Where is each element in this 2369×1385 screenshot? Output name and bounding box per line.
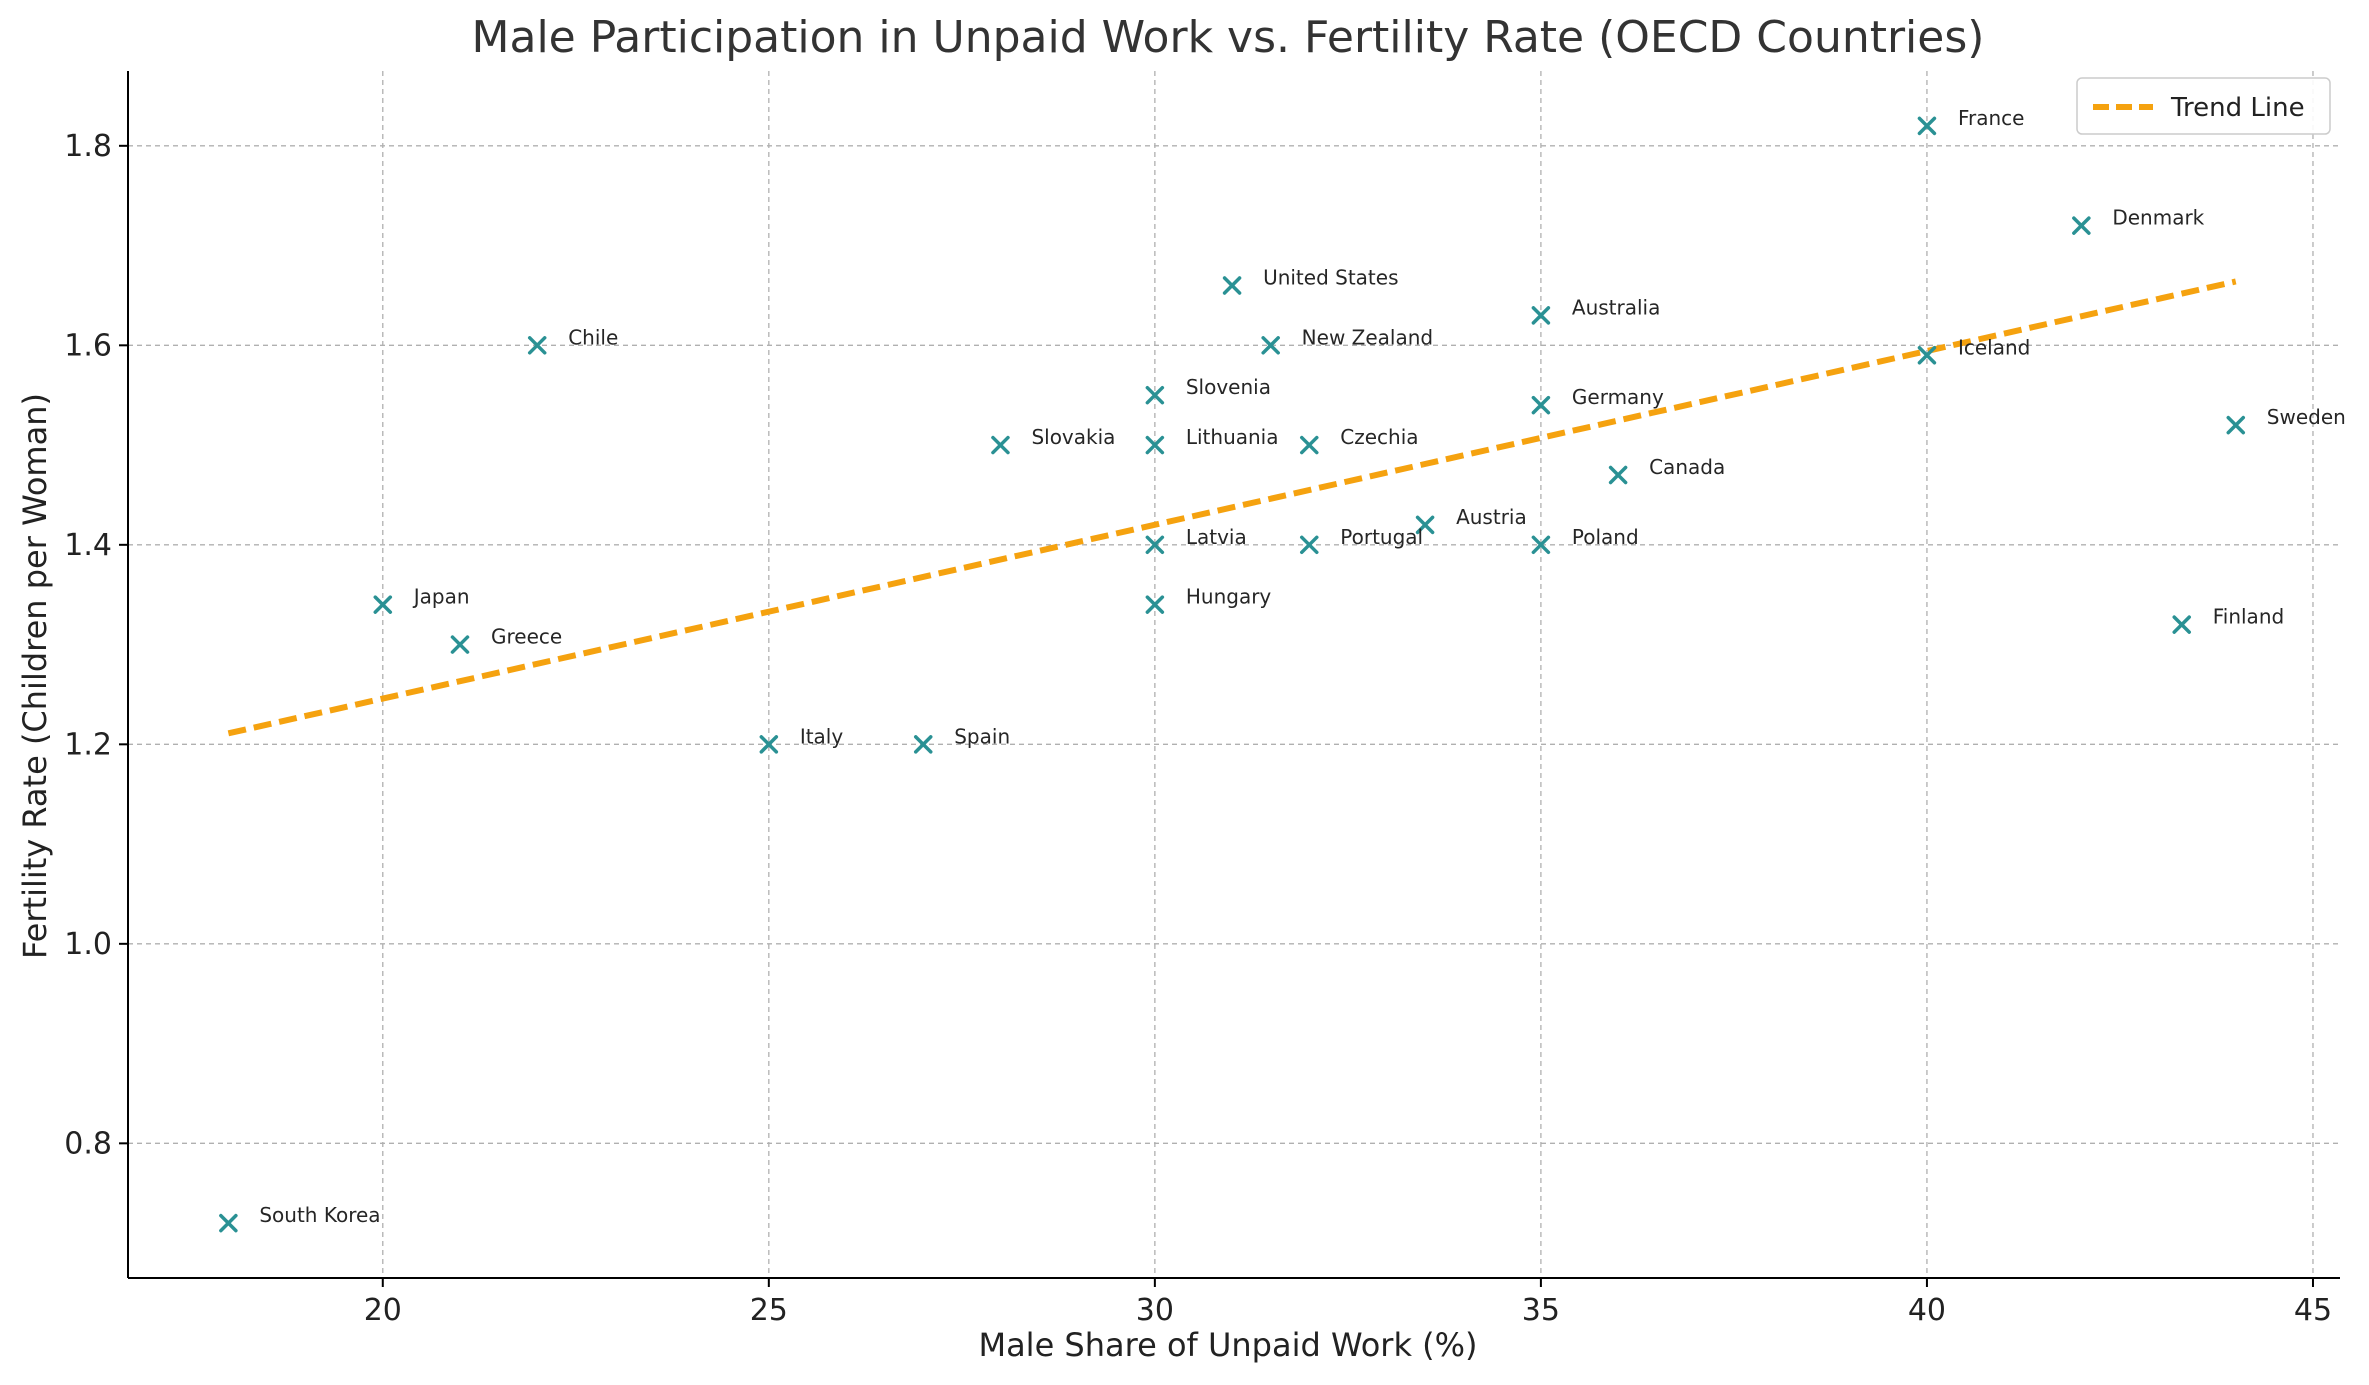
y-tick-label: 1.8: [64, 129, 112, 164]
trend-line-layer: [227, 278, 2237, 737]
y-tick-label: 1.0: [64, 927, 112, 962]
data-point-label: South Korea: [259, 1203, 380, 1227]
data-point-label: Australia: [1572, 295, 1660, 319]
data-point-marker: [991, 435, 1010, 455]
data-point-label: Spain: [954, 724, 1010, 748]
data-point-label: Germany: [1572, 385, 1664, 409]
data-point-label: Chile: [568, 325, 618, 349]
data-point-label: Hungary: [1186, 585, 1272, 609]
data-point-label: Slovakia: [1031, 425, 1115, 449]
data-point-label: France: [1958, 106, 2025, 130]
data-point-label: Greece: [491, 625, 562, 649]
data-point-marker: [1300, 535, 1319, 555]
data-point-marker: [373, 595, 393, 614]
data-point-marker: [219, 1213, 238, 1233]
x-tick-label: 20: [364, 1293, 402, 1328]
x-tick-label: 40: [1908, 1293, 1946, 1328]
data-point-marker: [2072, 216, 2091, 235]
data-point-marker: [1531, 535, 1551, 555]
data-point-label: Austria: [1456, 505, 1527, 529]
x-tick-label: 30: [1136, 1293, 1174, 1328]
data-point-marker: [1608, 465, 1628, 485]
tick-labels: 20 25 30 35 40 45 0.8 1.0 1.2 1.4 1.6 1.8: [64, 129, 2332, 1328]
data-point-marker: [1415, 515, 1435, 535]
data-point-label: Lithuania: [1186, 425, 1279, 449]
data-point-label: Iceland: [1958, 335, 2030, 359]
trend-line: [227, 278, 2237, 737]
data-point-marker: [1917, 346, 1937, 365]
y-tick-label: 1.6: [64, 328, 112, 363]
data-point-labels: South Korea Japan Greece Chile Italy Spain Slo…: [259, 106, 2345, 1227]
y-tick-label: 1.4: [64, 528, 112, 563]
data-point-marker: [759, 735, 779, 754]
data-point-marker: [1145, 385, 1165, 405]
data-points: [219, 116, 2246, 1233]
data-point-label: Poland: [1572, 525, 1639, 549]
data-point-marker: [1145, 595, 1165, 614]
legend-box: [2076, 77, 2331, 135]
chart-title: Male Participation in Unpaid Work vs. Fe…: [472, 12, 1985, 63]
data-point-label: United States: [1263, 265, 1398, 289]
data-point-label: Czechia: [1340, 425, 1418, 449]
x-axis-title: Male Share of Unpaid Work (%): [978, 1326, 1477, 1364]
data-point-marker: [1145, 435, 1165, 455]
data-point-label: Sweden: [2267, 405, 2346, 429]
data-point-marker: [1222, 276, 1242, 295]
data-point-marker: [2172, 615, 2191, 634]
data-point-marker: [1917, 116, 1937, 136]
data-point-marker: [2226, 415, 2246, 435]
data-point-label: Japan: [412, 585, 470, 609]
data-point-label: Slovenia: [1186, 375, 1271, 399]
data-point-marker: [1531, 306, 1551, 325]
y-tick-label: 1.2: [64, 727, 112, 762]
legend: Trend Line: [2076, 77, 2331, 135]
y-axis-title: Fertility Rate (Children per Woman): [16, 393, 54, 959]
data-point-label: Denmark: [2112, 206, 2204, 230]
data-point-label: Canada: [1649, 455, 1725, 479]
data-point-marker: [913, 735, 933, 754]
data-point-label: New Zealand: [1302, 325, 1433, 349]
axes: [119, 71, 2340, 1287]
legend-trend-line-label: Trend Line: [2170, 93, 2305, 123]
data-point-label: Portugal: [1340, 525, 1423, 549]
x-tick-label: 45: [2294, 1293, 2332, 1328]
x-tick-label: 25: [750, 1293, 788, 1328]
y-tick-label: 0.8: [64, 1126, 112, 1161]
gridlines: [128, 71, 2340, 1278]
data-point-marker: [1261, 336, 1280, 355]
data-point-marker: [1531, 395, 1551, 415]
data-point-label: Finland: [2213, 605, 2284, 629]
x-tick-label: 35: [1522, 1293, 1560, 1328]
data-point-marker: [1145, 535, 1165, 555]
data-point-marker: [450, 635, 470, 654]
data-point-marker: [527, 336, 547, 355]
data-point-label: Latvia: [1186, 525, 1247, 549]
data-point-marker: [1300, 435, 1319, 455]
data-point-label: Italy: [800, 724, 844, 748]
